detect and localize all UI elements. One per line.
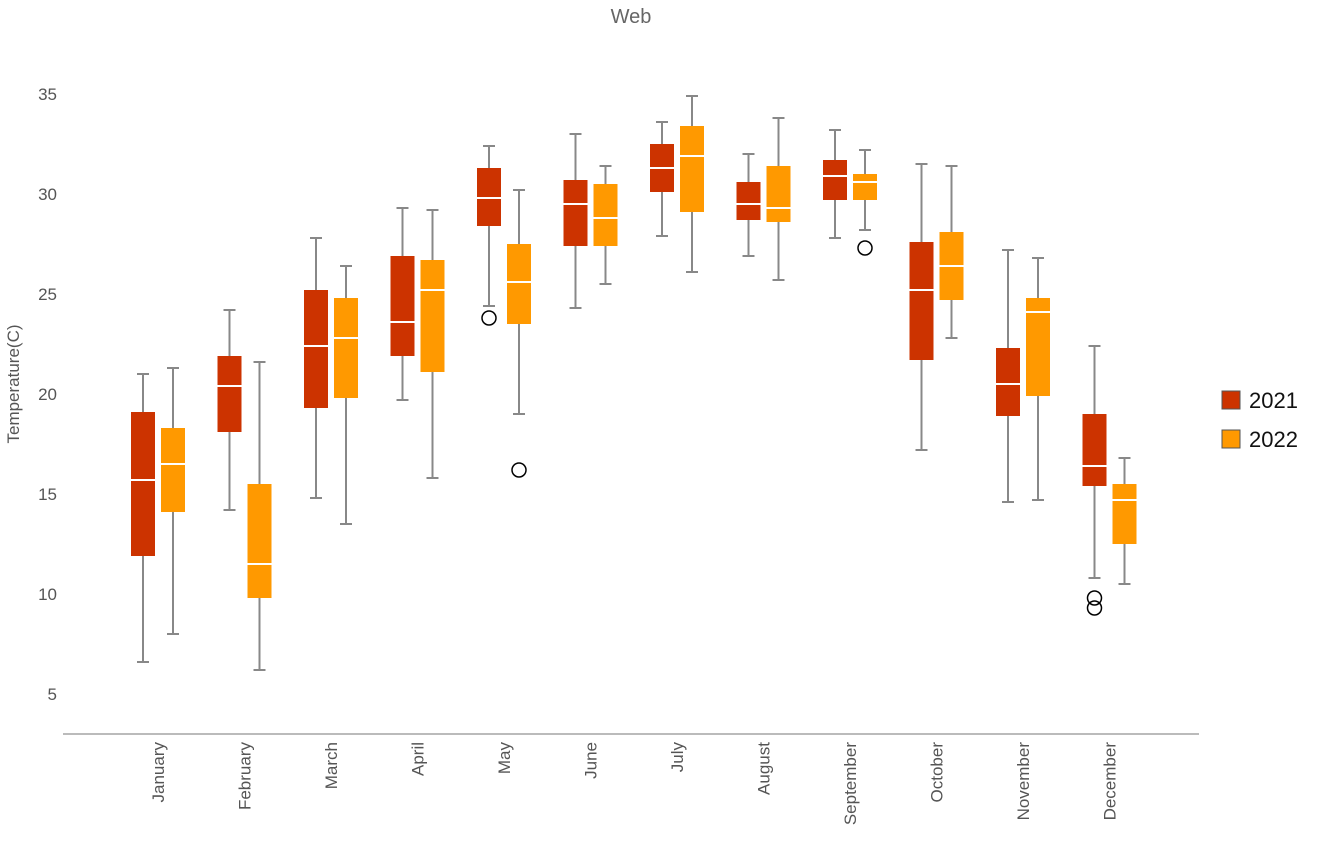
legend-swatch-2021 xyxy=(1221,390,1241,410)
box-2022-may xyxy=(507,189,531,478)
box-iqr xyxy=(680,126,704,212)
box-iqr xyxy=(131,412,155,556)
outlier-point xyxy=(481,310,497,326)
box-iqr xyxy=(1082,414,1107,486)
box-iqr xyxy=(1026,298,1050,396)
x-tick-label: April xyxy=(409,742,428,776)
x-tick-label: December xyxy=(1101,742,1120,821)
box-2022-december xyxy=(1112,457,1137,585)
box-2021-november xyxy=(996,249,1020,503)
box-iqr xyxy=(996,348,1020,416)
box-2021-march xyxy=(304,237,328,499)
box-2021-july xyxy=(650,121,674,237)
x-tick-label: February xyxy=(236,742,255,811)
box-2021-january xyxy=(131,373,155,663)
y-axis-label: Temperature(C) xyxy=(4,324,23,443)
x-axis-ticks: January February March April May June July Augu… xyxy=(149,742,1120,826)
x-tick-label: January xyxy=(149,742,168,803)
box-2022-november xyxy=(1026,257,1050,501)
y-tick-label: 5 xyxy=(48,685,57,704)
legend-label-2021: 2021 xyxy=(1249,388,1298,413)
box-2021-august xyxy=(736,153,761,257)
box-iqr xyxy=(390,256,415,356)
box-2022-february xyxy=(247,361,272,671)
outlier-point xyxy=(1086,590,1103,606)
x-tick-label: March xyxy=(322,742,341,789)
y-tick-label: 10 xyxy=(38,585,57,604)
box-groups xyxy=(131,95,1137,671)
x-tick-label: July xyxy=(668,742,687,773)
series-2021 xyxy=(131,121,1107,663)
y-tick-label: 15 xyxy=(38,485,57,504)
box-2021-june xyxy=(563,133,588,309)
x-tick-label: June xyxy=(582,742,601,779)
box-iqr xyxy=(1112,484,1137,544)
x-tick-label: August xyxy=(755,742,774,795)
box-iqr xyxy=(736,182,761,220)
box-iqr xyxy=(823,160,847,200)
box-iqr xyxy=(334,298,358,398)
box-2022-august xyxy=(766,117,791,281)
box-iqr xyxy=(161,428,185,512)
x-tick-label: September xyxy=(841,742,860,825)
x-tick-label: May xyxy=(495,742,514,775)
y-tick-label: 25 xyxy=(38,285,57,304)
box-iqr xyxy=(563,180,588,246)
box-2022-july xyxy=(680,95,704,273)
box-2021-october xyxy=(909,163,934,451)
legend-swatch-2022 xyxy=(1221,429,1241,449)
box-2022-april xyxy=(420,209,445,479)
outlier-point xyxy=(511,462,527,478)
box-2022-june xyxy=(593,165,618,285)
box-2021-april xyxy=(390,207,415,401)
box-2021-december xyxy=(1082,345,1107,616)
box-iqr xyxy=(909,242,934,360)
y-tick-label: 30 xyxy=(38,185,57,204)
box-iqr xyxy=(304,290,328,408)
legend: 2021 2022 xyxy=(1221,388,1298,452)
box-2022-march xyxy=(334,265,358,525)
box-2021-september xyxy=(823,129,847,239)
box-2021-may xyxy=(477,145,501,326)
y-axis-ticks: 5 10 15 20 25 30 35 xyxy=(38,85,57,704)
box-2022-september xyxy=(853,149,877,256)
box-iqr xyxy=(593,184,618,246)
box-iqr xyxy=(507,244,531,324)
outlier-point xyxy=(857,240,873,256)
chart-title: Web xyxy=(611,6,652,28)
box-iqr xyxy=(217,356,242,432)
x-tick-label: October xyxy=(928,742,947,803)
box-2021-february xyxy=(217,309,242,511)
x-tick-label: November xyxy=(1014,742,1033,821)
y-tick-label: 20 xyxy=(38,385,57,404)
legend-label-2022: 2022 xyxy=(1249,427,1298,452)
box-2022-october xyxy=(939,165,964,339)
box-iqr xyxy=(853,174,877,200)
box-iqr xyxy=(766,166,791,222)
y-tick-label: 35 xyxy=(38,85,57,104)
box-iqr xyxy=(420,260,445,372)
series-2022 xyxy=(161,95,1137,671)
box-iqr xyxy=(247,484,272,598)
box-2022-january xyxy=(161,367,185,635)
outlier-point xyxy=(1086,600,1103,616)
